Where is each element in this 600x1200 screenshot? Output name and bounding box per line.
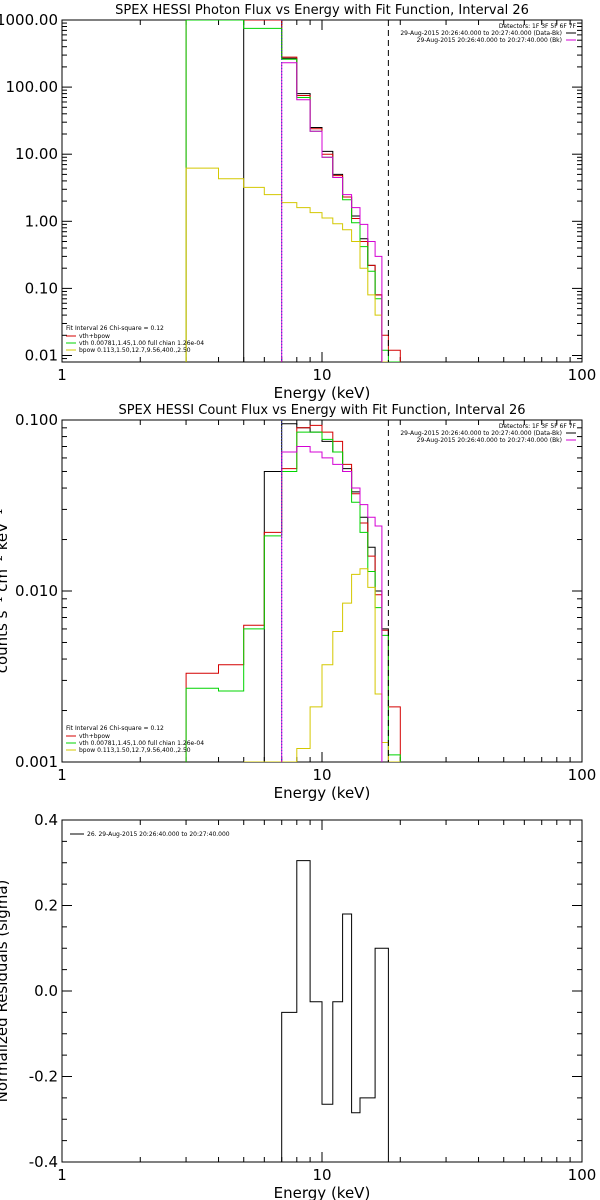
y-tick-label: 0.010 [15, 582, 58, 600]
x-tick-label: 100 [568, 766, 597, 784]
plot-frame [61, 819, 583, 1163]
x-tick-label: 10 [312, 1166, 331, 1184]
panel-3: 1 10 100 -0.4 -0.2 0.0 0.2 0.4 Energy (keV) Norma… [0, 811, 596, 1200]
y-tick-label: 0.2 [34, 897, 58, 915]
legend-entry: 26. 29-Aug-2015 20:26:40.000 to 20:27:40… [87, 831, 230, 838]
legend-entry: vth 0.00781,1.45,1.00 full chian 1.26e-0… [79, 740, 204, 747]
series-26-29-aug-2015-20-26-40-000-to-20-27-40-000 [281, 860, 389, 1162]
series-vth [185, 431, 401, 762]
y-tick-label: 0.10 [25, 279, 58, 297]
legend-right-entry: 29-Aug-2015 20:26:40.000 to 20:27:40.000… [417, 437, 562, 444]
x-axis-label: Energy (keV) [274, 1184, 371, 1200]
y-tick-label: 1000.00 [0, 11, 58, 29]
series-data-bk [243, 20, 389, 362]
series-data-bk [263, 423, 389, 762]
x-tick-label: 100 [568, 1166, 597, 1184]
plot-frame [61, 419, 583, 763]
y-tick-label: 100.00 [6, 78, 59, 96]
x-axis-label: Energy (keV) [274, 384, 371, 402]
x-tick-label: 10 [312, 766, 331, 784]
series-bk [281, 62, 383, 362]
panel-2: SPEX HESSI Count Flux vs Energy with Fit… [0, 403, 596, 802]
legend-entry: bpow 0.113,1.50,12.7,9.56,400.,2.50 [79, 347, 191, 354]
x-tick-label: 1 [57, 766, 67, 784]
series-vth [185, 20, 401, 362]
legend-right-entry: 29-Aug-2015 20:26:40.000 to 20:27:40.000… [400, 430, 562, 437]
y-tick-label: 1.00 [25, 212, 58, 230]
x-tick-label: 100 [568, 366, 597, 384]
y-axis-label: counts s⁻¹ cm⁻² keV⁻¹ [0, 509, 11, 674]
y-axis-label: Normalized Residuals (sigma) [0, 880, 11, 1103]
y-tick-label: 10.00 [15, 145, 58, 163]
x-tick-label: 1 [57, 1166, 67, 1184]
legend-right-entry: 29-Aug-2015 20:26:40.000 to 20:27:40.000… [417, 37, 562, 44]
panel-1: SPEX HESSI Photon Flux vs Energy with Fi… [0, 3, 596, 402]
series-bk [281, 446, 383, 762]
series-vth-bpow [185, 20, 401, 362]
legend-right-entry: Detectors: 1F 3F 5F 6F 7F [499, 423, 577, 430]
y-tick-label: 0.100 [15, 411, 58, 429]
chart-title: SPEX HESSI Count Flux vs Energy with Fit… [118, 403, 525, 418]
fit-annotation: Fit Interval 26 Chi-square = 0.12 [66, 325, 164, 332]
series-bpow [185, 167, 389, 362]
legend-right-entry: 29-Aug-2015 20:26:40.000 to 20:27:40.000… [400, 30, 562, 37]
y-tick-label: 0.4 [34, 811, 58, 829]
legend-entry: vth 0.00781,1.45,1.00 full chian 1.26e-0… [79, 340, 204, 347]
y-tick-label: -0.2 [29, 1068, 58, 1086]
legend-entry: vth+bpow [79, 733, 110, 740]
y-tick-label: -0.4 [29, 1153, 58, 1171]
x-tick-label: 10 [312, 366, 331, 384]
y-tick-label: 0.01 [25, 346, 58, 364]
series-bpow [243, 568, 401, 762]
chart-title: SPEX HESSI Photon Flux vs Energy with Fi… [115, 3, 529, 18]
legend-entry: vth+bpow [79, 333, 110, 340]
y-tick-label: 0.0 [34, 982, 58, 1000]
legend-right-entry: Detectors: 1F 3F 5F 6F 7F [499, 23, 577, 30]
x-tick-label: 1 [57, 366, 67, 384]
x-axis-label: Energy (keV) [274, 784, 371, 802]
series-vth-bpow [185, 424, 401, 762]
fit-annotation: Fit Interval 26 Chi-square = 0.12 [66, 725, 164, 732]
y-tick-label: 0.001 [15, 753, 58, 771]
plot-frame [61, 19, 583, 363]
legend-entry: bpow 0.113,1.50,12.7,9.56,400.,2.50 [79, 747, 191, 754]
